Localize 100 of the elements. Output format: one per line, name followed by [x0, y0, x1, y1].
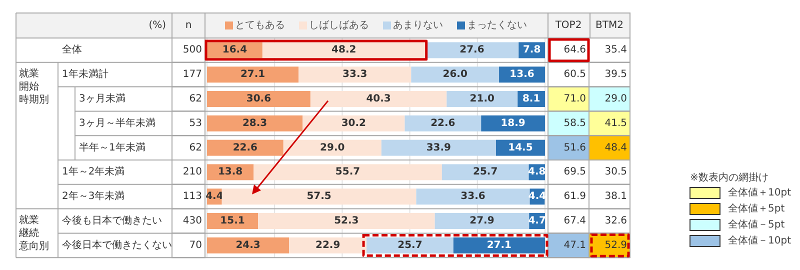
data-label: 25.7 [473, 166, 498, 178]
data-label: 27.1 [240, 69, 266, 80]
data-label: 13.6 [510, 69, 534, 80]
data-label: 61.9 [564, 191, 586, 202]
data-label: 51.6 [564, 142, 586, 154]
data-label: 22.6 [232, 142, 258, 154]
data-label: 21.0 [470, 94, 495, 104]
data-label: 29.0 [320, 142, 345, 154]
data-label: 32.6 [604, 216, 627, 226]
legend-item: まったくない [457, 20, 527, 31]
legend-label: あまりない [393, 20, 443, 31]
legend-item: 全体値－5pt [690, 219, 785, 231]
data-label: 15.1 [220, 216, 245, 226]
category-label: 2年～3年未満 [62, 191, 125, 202]
data-label: 40.3 [366, 94, 391, 104]
data-label: 41.5 [604, 118, 627, 129]
bar [207, 66, 299, 83]
data-label: 48.2 [332, 44, 356, 56]
bar [381, 140, 496, 156]
data-label: 30.5 [604, 166, 627, 178]
legend-item: 全体値－10pt [690, 235, 791, 247]
data-label: 38.1 [604, 191, 627, 202]
bar [207, 237, 290, 254]
data-label: 39.5 [604, 69, 627, 80]
category-label: 3ヶ月～半年未満 [79, 118, 156, 129]
data-label: 500 [182, 44, 202, 56]
legend-item: 全体値＋5pt [690, 203, 785, 215]
data-label: 177 [182, 69, 202, 80]
category-label: 1年未満計 [62, 69, 108, 80]
bar [289, 237, 367, 254]
category-label: 全体 [62, 44, 82, 56]
data-label: 18.9 [500, 118, 526, 129]
data-label: 55.7 [335, 166, 360, 178]
bar [310, 91, 447, 107]
legend-title: ※数表内の網掛け [690, 172, 768, 184]
legend-item: しばしばある [299, 20, 369, 31]
data-label: 25.7 [398, 240, 422, 251]
bar [434, 213, 530, 229]
text: (%) [148, 20, 166, 31]
data-label: 33.9 [426, 142, 452, 154]
bar [442, 164, 529, 180]
data-label: 22.9 [315, 240, 340, 251]
data-label: 22.6 [430, 118, 456, 129]
data-label: 52.3 [334, 216, 359, 226]
data-label: 16.4 [222, 44, 248, 56]
data-label: 8.1 [522, 94, 540, 104]
bar [262, 42, 426, 58]
data-label: 26.0 [442, 69, 468, 80]
bar [207, 140, 284, 156]
data-label: 47.1 [564, 240, 586, 251]
legend-label: 全体値＋5pt [728, 202, 785, 214]
data-label: 29.0 [604, 94, 627, 104]
legend-label: 全体値－10pt [728, 234, 792, 246]
data-label: 30.2 [341, 118, 366, 129]
data-label: 48.4 [604, 142, 627, 154]
data-label: 70 [189, 240, 202, 251]
data-label: 69.5 [564, 166, 586, 178]
legend-item: あまりない [383, 20, 443, 31]
bar [298, 66, 412, 83]
data-label: 4.8 [528, 166, 546, 178]
category-label: 半年～1年未満 [79, 142, 146, 154]
legend-label: 全体値＋10pt [728, 186, 792, 198]
group-label: 就業開始時期別 [19, 68, 49, 106]
bar [258, 213, 435, 229]
bar [207, 115, 303, 132]
bar [283, 140, 382, 156]
data-label: 33.3 [342, 69, 368, 80]
bar [446, 91, 518, 107]
bar [207, 91, 310, 107]
bar [481, 115, 545, 132]
x-tick-label: TOP2 [554, 20, 582, 31]
bar [411, 66, 500, 83]
x-tick-label: n [185, 20, 192, 31]
bar [416, 188, 530, 205]
legend-item: 全体値＋10pt [690, 187, 791, 199]
legend-item: とてもある [225, 20, 285, 31]
data-label: 27.9 [470, 216, 494, 226]
data-label: 27.6 [460, 44, 484, 56]
group-label: 就業継続意向別 [19, 214, 49, 252]
data-label: 24.3 [236, 240, 260, 251]
data-label: 67.4 [564, 216, 586, 226]
data-label: 57.5 [306, 191, 332, 202]
bar [404, 115, 482, 132]
data-label: 71.0 [564, 94, 586, 104]
data-label: 62 [189, 142, 202, 154]
data-label: 58.5 [564, 118, 586, 129]
category-label: 1年～2年未満 [62, 166, 125, 178]
data-label: 53 [189, 118, 202, 129]
bar [302, 115, 405, 132]
data-label: 14.5 [508, 142, 533, 154]
data-label: 113 [182, 191, 202, 202]
data-label: 64.6 [564, 44, 586, 56]
data-label: 13.8 [218, 166, 243, 178]
category-label: 3ヶ月未満 [79, 94, 126, 104]
x-tick-label: BTM2 [596, 20, 624, 31]
legend-label: 全体値－5pt [728, 218, 785, 230]
bar [453, 237, 545, 254]
data-label: 30.6 [246, 94, 272, 104]
category-label: 今後日本で働きたくない [62, 240, 172, 251]
data-label: 7.8 [522, 44, 541, 56]
